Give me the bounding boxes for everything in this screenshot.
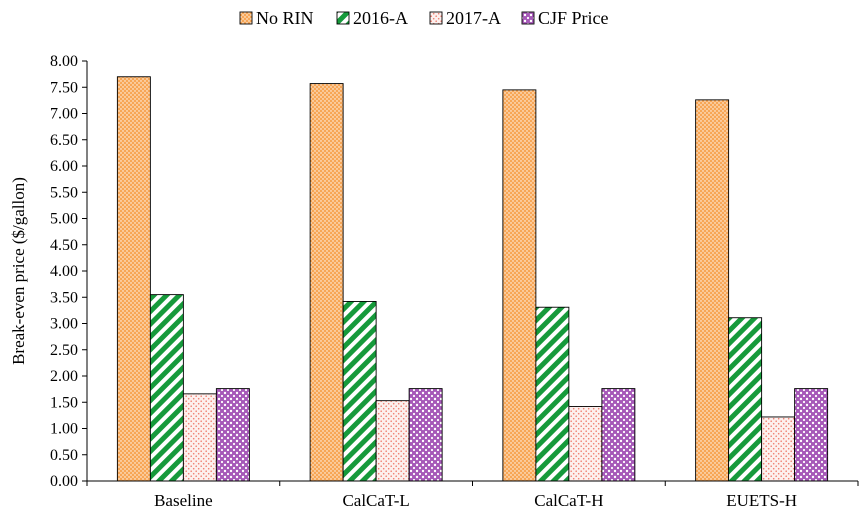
y-tick-label: 1.00 bbox=[50, 421, 78, 438]
y-tick-label: 0.00 bbox=[50, 473, 78, 490]
y-tick-label: 3.50 bbox=[50, 289, 78, 306]
bar-no-rin-baseline bbox=[116, 76, 151, 482]
x-tick-label: Baseline bbox=[154, 491, 213, 510]
bar-cjf-price-baseline bbox=[215, 388, 250, 482]
y-tick-label: 5.00 bbox=[50, 211, 78, 228]
bar-no-rin-calcat-l bbox=[309, 83, 344, 482]
y-tick-label: 4.00 bbox=[50, 263, 78, 280]
bar-2017-a-calcat-h bbox=[568, 406, 603, 482]
y-tick-label: 1.50 bbox=[50, 394, 78, 411]
legend-swatch bbox=[429, 11, 443, 25]
legend-label: No RIN bbox=[256, 8, 314, 28]
legend-swatch bbox=[521, 11, 535, 25]
y-tick-label: 7.50 bbox=[50, 79, 78, 96]
y-tick-label: 2.00 bbox=[50, 368, 78, 385]
legend-label: 2016-A bbox=[353, 8, 408, 28]
bar-cjf-price-euets-h bbox=[794, 388, 829, 482]
bar-2016-a-euets-h bbox=[728, 317, 763, 482]
x-tick-label: EUETS-H bbox=[726, 491, 797, 510]
x-axis: Baseline CalCaT-L CalCaT-H EUETS-H bbox=[86, 480, 859, 510]
legend-label: CJF Price bbox=[538, 8, 609, 28]
x-tick-label: CalCaT-L bbox=[342, 491, 409, 510]
y-tick-label: 7.00 bbox=[50, 106, 78, 123]
y-tick-label: 6.50 bbox=[50, 132, 78, 149]
bars-group bbox=[116, 76, 829, 482]
y-tick-label: 6.00 bbox=[50, 158, 78, 175]
bar-cjf-price-calcat-l bbox=[408, 388, 443, 482]
bar-cjf-price-calcat-h bbox=[601, 388, 636, 482]
bar-no-rin-euets-h bbox=[695, 99, 730, 482]
legend-swatch bbox=[336, 11, 350, 25]
y-tick-label: 2.50 bbox=[50, 342, 78, 359]
bar-2016-a-calcat-l bbox=[342, 301, 377, 482]
y-tick-label: 0.50 bbox=[50, 447, 78, 464]
bar-2016-a-baseline bbox=[149, 294, 184, 482]
y-tick-label: 5.50 bbox=[50, 184, 78, 201]
bar-2016-a-calcat-h bbox=[535, 306, 570, 482]
bar-2017-a-calcat-l bbox=[375, 400, 410, 482]
legend: No RIN 2016-A 2017-A CJF Price bbox=[239, 8, 609, 28]
bar-2017-a-euets-h bbox=[761, 416, 796, 482]
bar-2017-a-baseline bbox=[182, 393, 217, 482]
y-axis: 0.00 0.50 1.00 1.50 2.00 2.50 3.00 3.50 4.00 4.50… bbox=[50, 53, 88, 490]
bar-no-rin-calcat-h bbox=[502, 89, 537, 482]
y-tick-label: 3.00 bbox=[50, 316, 78, 333]
legend-swatch bbox=[239, 11, 253, 25]
y-tick-label: 8.00 bbox=[50, 53, 78, 70]
legend-label: 2017-A bbox=[446, 8, 501, 28]
y-axis-label: Break-even price ($/gallon) bbox=[9, 177, 28, 365]
x-tick-label: CalCaT-H bbox=[534, 491, 603, 510]
y-tick-label: 4.50 bbox=[50, 237, 78, 254]
